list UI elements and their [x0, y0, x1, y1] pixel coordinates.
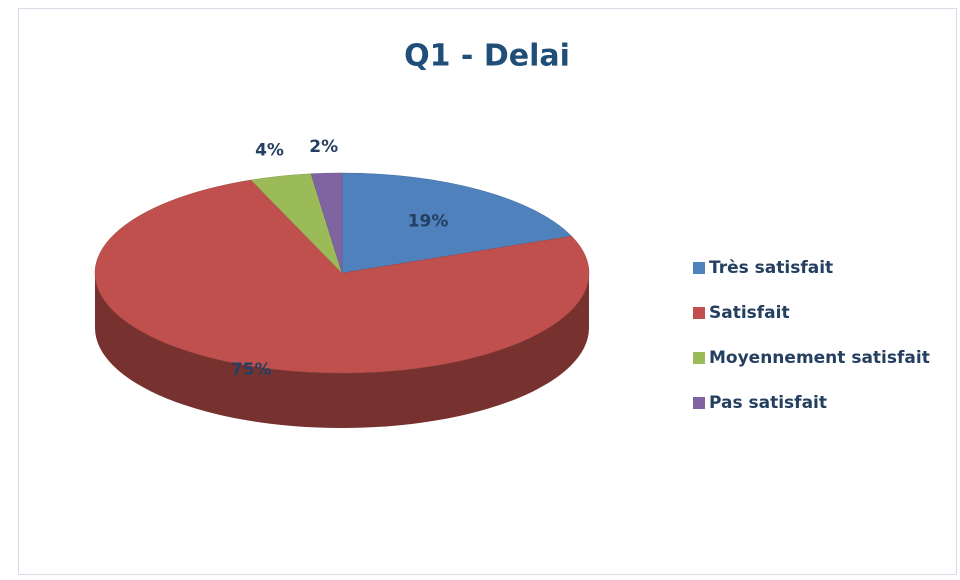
legend-swatch — [693, 262, 705, 274]
legend-swatch — [693, 397, 705, 409]
data-label: 2% — [309, 137, 338, 157]
legend-swatch — [693, 307, 705, 319]
legend-label: Pas satisfait — [709, 393, 827, 413]
legend-label: Moyennement satisfait — [709, 348, 930, 368]
pie-slice — [310, 172, 343, 274]
pie-slice — [94, 179, 590, 374]
data-label: 4% — [255, 141, 284, 161]
legend-swatch — [693, 352, 705, 364]
legend-label: Très satisfait — [709, 258, 833, 278]
data-label: 75% — [231, 360, 272, 380]
pie-slice — [341, 172, 573, 274]
pie-side — [95, 273, 589, 428]
legend-label: Satisfait — [709, 303, 790, 323]
chart-title: Q1 - Delai — [404, 39, 570, 74]
data-label: 19% — [408, 212, 449, 232]
